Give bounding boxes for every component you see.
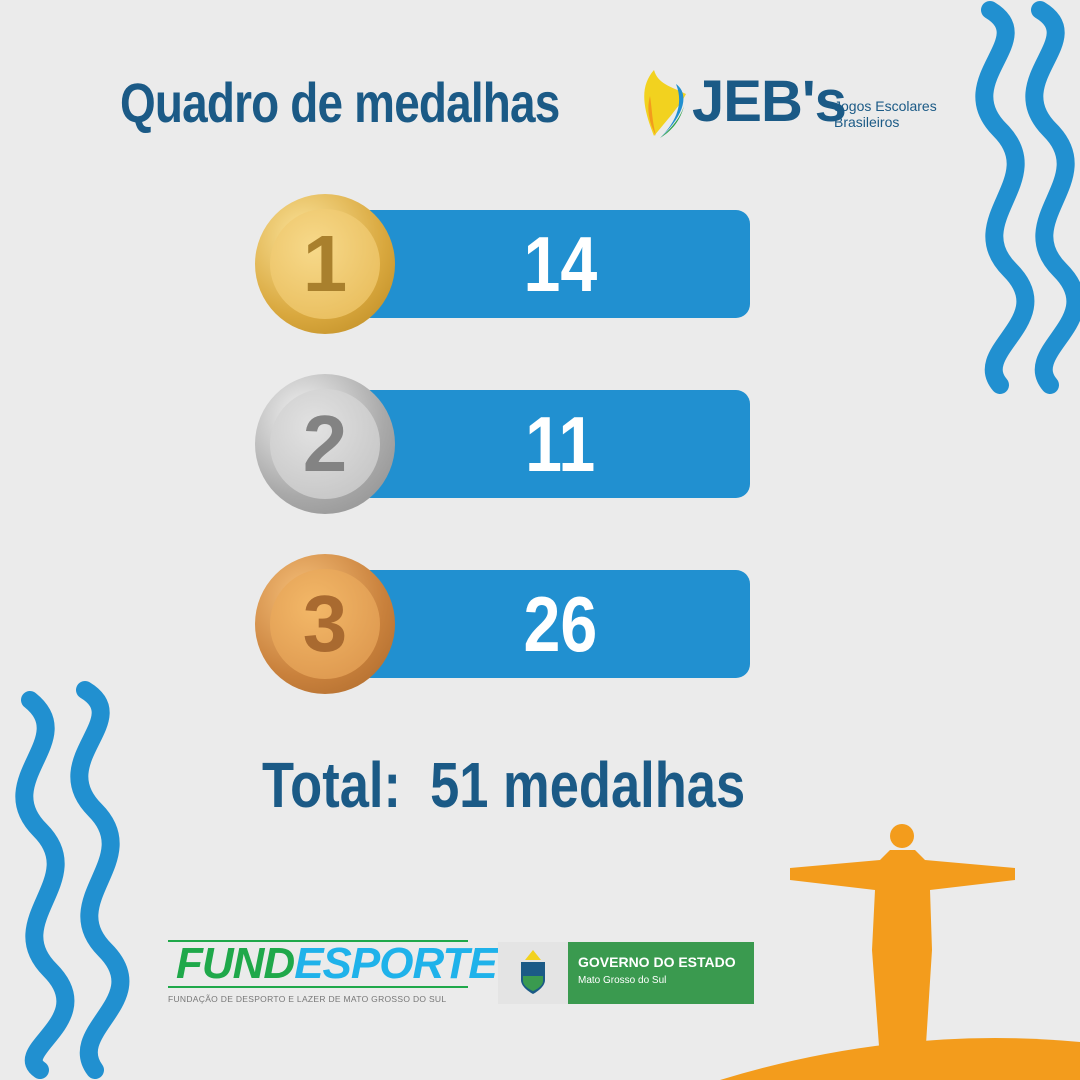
silver-count-bar: 11 [350, 390, 750, 498]
page-title: Quadro de medalhas [120, 71, 560, 134]
total-medals: Total: 51 medalhas [262, 749, 746, 821]
gold-count-bar: 14 [350, 210, 750, 318]
state-crest-icon [498, 942, 568, 1004]
silver-medal-icon: 2 [255, 374, 395, 514]
bronze-medal-icon: 3 [255, 554, 395, 694]
jebs-subtitle: Jogos Escolares Brasileiros [834, 98, 937, 130]
government-logo: GOVERNO DO ESTADO Mato Grosso do Sul [498, 942, 754, 1004]
fundesporte-logo: FUNDESPORTE FUNDAÇÃO DE DESPORTO E LAZER… [168, 939, 498, 1004]
jebs-wordmark: JEB's [692, 69, 847, 134]
gold-medal-icon: 1 [255, 194, 395, 334]
flame-icon [644, 70, 686, 138]
wave-decoration-bottom-left [15, 681, 130, 1079]
jebs-logo: JEB's Jogos Escolares Brasileiros [640, 66, 940, 146]
christ-redeemer-silhouette [720, 824, 1080, 1080]
bronze-count-bar: 26 [350, 570, 750, 678]
wave-decoration-top-right [975, 1, 1080, 394]
